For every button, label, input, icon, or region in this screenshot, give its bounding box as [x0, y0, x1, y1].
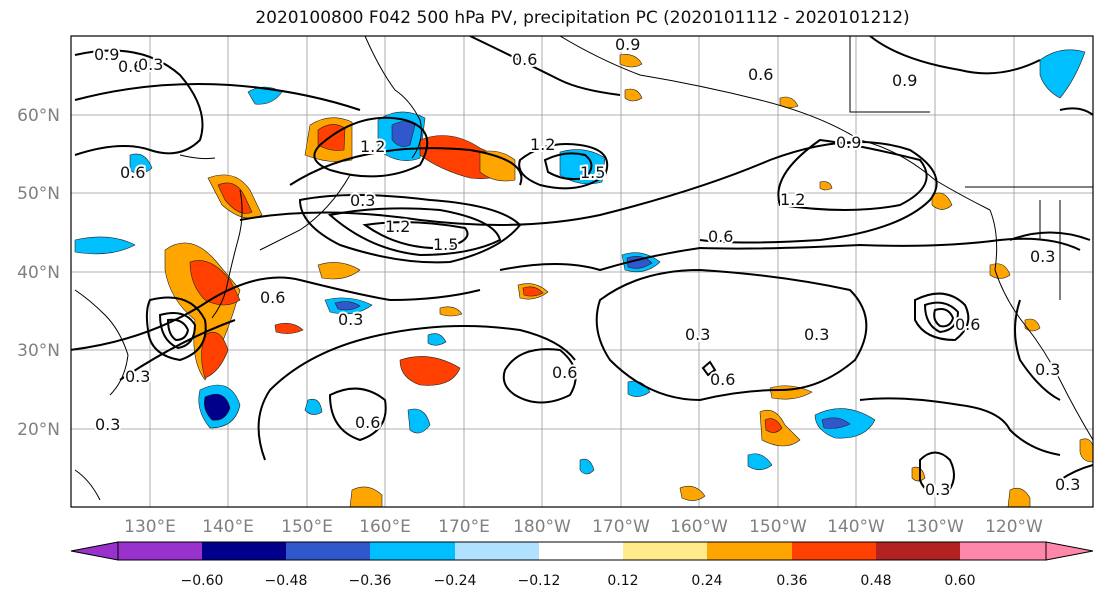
- latitude-labels: 60°N 50°N 40°N 30°N 20°N: [17, 106, 60, 440]
- lat-label: 60°N: [17, 106, 60, 126]
- colorbar-segment: [623, 542, 707, 560]
- contour-label: 0.6: [748, 65, 773, 84]
- map-panel: 0.9 0.6 0.3 1.2 0.6 0.3 1.2 1.5 0.6 0.9 …: [70, 35, 1094, 508]
- contour-label: 0.6: [955, 315, 980, 334]
- coastlines: [74, 36, 1093, 501]
- contour-label: 1.5: [580, 163, 605, 182]
- contour-label: 0.3: [95, 415, 120, 434]
- contour-label: 1.2: [530, 135, 555, 154]
- contour-label: 1.2: [360, 137, 385, 156]
- lon-label: 130°E: [124, 517, 176, 537]
- colorbar-label: −0.12: [518, 573, 561, 589]
- lat-label: 20°N: [17, 420, 60, 440]
- contour-label: 0.3: [350, 191, 375, 210]
- lon-label: 150°W: [749, 517, 807, 537]
- colorbar-segment: [455, 542, 539, 560]
- colorbar-label: −0.48: [265, 573, 308, 589]
- lon-label: 160°W: [670, 517, 728, 537]
- colorbar-label: 0.12: [607, 573, 638, 589]
- colorbar-extend-right: [1045, 541, 1094, 561]
- contour-label: 1.2: [385, 217, 410, 236]
- colorbar-label: −0.24: [434, 573, 477, 589]
- contour-label: 0.9: [615, 35, 640, 54]
- lon-label: 140°W: [827, 517, 885, 537]
- contour-label: 0.9: [836, 133, 861, 152]
- lat-label: 50°N: [17, 184, 60, 204]
- contour-label: 0.3: [1055, 475, 1080, 494]
- lon-label: 180°W: [513, 517, 571, 537]
- contour-label: 0.9: [94, 45, 119, 64]
- contour-label: 0.3: [1030, 247, 1055, 266]
- colorbar-label: 0.48: [860, 573, 891, 589]
- contour-label: 0.6: [552, 363, 577, 382]
- pv-contours: [71, 36, 1093, 497]
- contour-label: 0.6: [708, 227, 733, 246]
- lon-label: 170°E: [438, 517, 490, 537]
- colorbar-extend-left: [70, 541, 119, 561]
- lat-label: 30°N: [17, 341, 60, 361]
- colorbar: −0.60 −0.48 −0.36 −0.24 −0.12 0.12 0.24 …: [70, 541, 1094, 589]
- contour-label: 0.6: [118, 57, 143, 76]
- contour-label: 0.6: [710, 370, 735, 389]
- contour-label: 0.6: [120, 163, 145, 182]
- lon-label: 150°E: [281, 517, 333, 537]
- lon-label: 140°E: [202, 517, 254, 537]
- colorbar-segment: [792, 542, 876, 560]
- contour-label: 1.5: [433, 235, 458, 254]
- contour-labels: 0.9 0.6 0.3 1.2 0.6 0.3 1.2 1.5 0.6 0.9 …: [92, 35, 1082, 501]
- map-title: 2020100800 F042 500 hPa PV, precipitatio…: [255, 8, 910, 28]
- contour-label: 1.2: [780, 190, 805, 209]
- lon-label: 160°E: [359, 517, 411, 537]
- contour-label: 0.6: [260, 288, 285, 307]
- contour-label: 0.3: [138, 55, 163, 74]
- colorbar-label: −0.36: [349, 573, 392, 589]
- contour-label: 0.3: [685, 325, 710, 344]
- lon-label: 120°W: [985, 517, 1043, 537]
- colorbar-segment: [118, 542, 202, 560]
- contour-label: 0.3: [1035, 360, 1060, 379]
- colorbar-label: 0.36: [776, 573, 807, 589]
- lat-label: 40°N: [17, 263, 60, 283]
- colorbar-segment: [707, 542, 792, 560]
- contour-label: 0.3: [125, 367, 150, 386]
- colorbar-segment: [370, 542, 455, 560]
- contour-label: 0.3: [338, 310, 363, 329]
- colorbar-segment: [876, 542, 960, 560]
- colorbar-labels: −0.60 −0.48 −0.36 −0.24 −0.12 0.12 0.24 …: [181, 573, 976, 589]
- colorbar-segment: [202, 542, 286, 560]
- colorbar-label: 0.60: [944, 573, 975, 589]
- colorbar-label: 0.24: [691, 573, 722, 589]
- contour-label: 0.6: [355, 413, 380, 432]
- lon-label: 170°W: [592, 517, 650, 537]
- colorbar-segment: [286, 542, 370, 560]
- colorbar-label: −0.60: [181, 573, 224, 589]
- colorbar-segment: [960, 542, 1046, 560]
- contour-label: 0.9: [892, 71, 917, 90]
- contour-label: 0.6: [512, 50, 537, 69]
- longitude-labels: 130°E 140°E 150°E 160°E 170°E 180°W 170°…: [124, 517, 1043, 537]
- lon-label: 130°W: [906, 517, 964, 537]
- contour-label: 0.3: [925, 480, 950, 499]
- colorbar-segment: [539, 542, 623, 560]
- contour-label: 0.3: [804, 325, 829, 344]
